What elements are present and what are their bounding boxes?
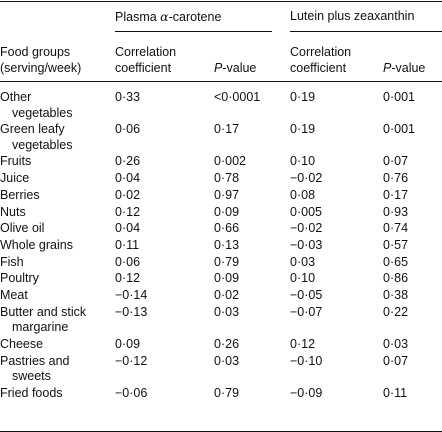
cell-alpha-corr: 0·04 [115,221,141,236]
cell-alpha-corr: 0·06 [115,122,141,137]
row-label: Whole grains [0,237,73,252]
cell-alpha-p: 0·79 [214,254,240,269]
cell-alpha-p: <0·0001 [214,90,261,104]
cell-lutein-corr: −0·05 [290,288,323,302]
corr-header-a-line1: Correlation [115,45,177,59]
cell-lutein-corr: 0·10 [290,271,316,286]
cell-alpha-p: 0·09 [214,271,240,286]
cell-alpha-corr: 0·26 [115,154,141,169]
cell-lutein-p: 0·07 [383,154,409,169]
cell-alpha-p: 0·13 [214,237,240,252]
row-label: Other [0,90,32,104]
cell-alpha-corr: 0·06 [115,254,141,269]
group-rule-lutein-zeaxanthin [290,31,442,32]
row-label: Poultry [0,271,39,286]
cell-alpha-p: 0·09 [214,204,240,219]
cell-alpha-corr: −0·06 [115,385,148,400]
row-label: Meat [0,288,28,302]
cell-alpha-corr: 0·12 [115,271,141,286]
cell-lutein-corr: 0·03 [290,254,316,269]
cell-alpha-p: 0·97 [214,187,240,202]
row-label: Fruits [0,154,32,169]
cell-lutein-p: 0·57 [383,237,409,252]
stub-header-line1: Food groups [0,45,71,59]
row-label: Fried foods [0,385,63,400]
cell-alpha-p: 0·66 [214,221,240,236]
cell-lutein-p: 0·03 [383,336,409,351]
cell-lutein-p: 0·38 [383,288,409,302]
header-rule [0,81,442,82]
cell-lutein-corr: 0·19 [290,90,316,104]
cell-lutein-corr: 0·10 [290,154,316,169]
cell-lutein-p: 0·07 [383,353,409,368]
cell-lutein-p: 0·86 [383,271,409,286]
cell-alpha-p: 0·17 [214,122,240,137]
cell-alpha-p: 0·002 [214,154,246,169]
cell-lutein-p: 0·001 [383,122,415,137]
cell-alpha-corr: 0·04 [115,171,141,186]
group-rule-alpha-carotene [115,31,272,32]
cell-lutein-p: 0·17 [383,187,409,202]
cell-alpha-p: 0·03 [214,304,240,319]
corr-header-l-line1: Correlation [290,45,352,59]
cell-lutein-corr: 0·005 [290,204,322,219]
cell-lutein-corr: −0·07 [290,304,323,319]
corr-header-a-line2: coefficient [115,61,172,75]
cell-alpha-corr: −0·14 [115,288,148,302]
p-header-a: P-value [214,61,257,75]
cell-alpha-p: 0·26 [214,336,240,351]
cell-alpha-corr: −0·12 [115,353,148,368]
row-label: Pastries and [0,353,70,368]
row-label-continuation: vegetables [12,105,73,120]
row-label-continuation: vegetables [12,137,73,152]
cell-lutein-p: 0·11 [383,385,408,400]
cell-lutein-corr: −0·09 [290,385,323,400]
cell-lutein-corr: −0·10 [290,353,323,368]
cell-lutein-p: 0·93 [383,204,409,219]
cell-lutein-p: 0·65 [383,254,409,269]
cell-lutein-p: 0·74 [383,221,409,236]
cell-lutein-corr: −0·02 [290,221,323,236]
cell-alpha-p: 0·78 [214,171,240,186]
row-label-continuation: sweets [12,369,51,384]
row-label: Berries [0,187,40,202]
cell-alpha-corr: 0·02 [115,187,141,202]
cell-alpha-p: 0·79 [214,385,240,400]
row-label-continuation: margarine [12,320,69,335]
row-label: Nuts [0,204,26,219]
group-header-alpha-carotene: Plasma α-carotene [115,9,222,24]
cell-lutein-corr: 0·08 [290,187,316,202]
corr-header-l-line2: coefficient [290,61,347,75]
cell-lutein-p: 0·001 [383,90,415,104]
cell-lutein-corr: 0·19 [290,122,316,137]
cell-alpha-corr: −0·13 [115,304,148,319]
cell-alpha-p: 0·02 [214,288,240,302]
stub-header-line2: (serving/week) [0,61,82,75]
p-header-l: P-value [383,61,426,75]
cell-lutein-corr: 0·12 [290,336,316,351]
row-label: Butter and stick [0,304,87,319]
top-rule [0,1,442,2]
cell-alpha-corr: 0·12 [115,204,141,219]
group-header-lutein-zeaxanthin: Lutein plus zeaxanthin [290,9,415,23]
cell-lutein-p: 0·76 [383,171,409,186]
cell-alpha-corr: 0·11 [115,237,140,252]
row-label: Olive oil [0,221,45,236]
row-label: Juice [0,171,30,186]
cell-alpha-corr: 0·09 [115,336,141,351]
row-label: Cheese [0,336,44,351]
cell-alpha-p: 0·03 [214,353,240,368]
cell-lutein-corr: −0·02 [290,171,323,186]
row-label: Fish [0,254,24,269]
cell-lutein-corr: −0·03 [290,237,323,252]
cell-alpha-corr: 0·33 [115,90,141,104]
row-label: Green leafy [0,122,65,137]
cell-lutein-p: 0·22 [383,304,409,319]
